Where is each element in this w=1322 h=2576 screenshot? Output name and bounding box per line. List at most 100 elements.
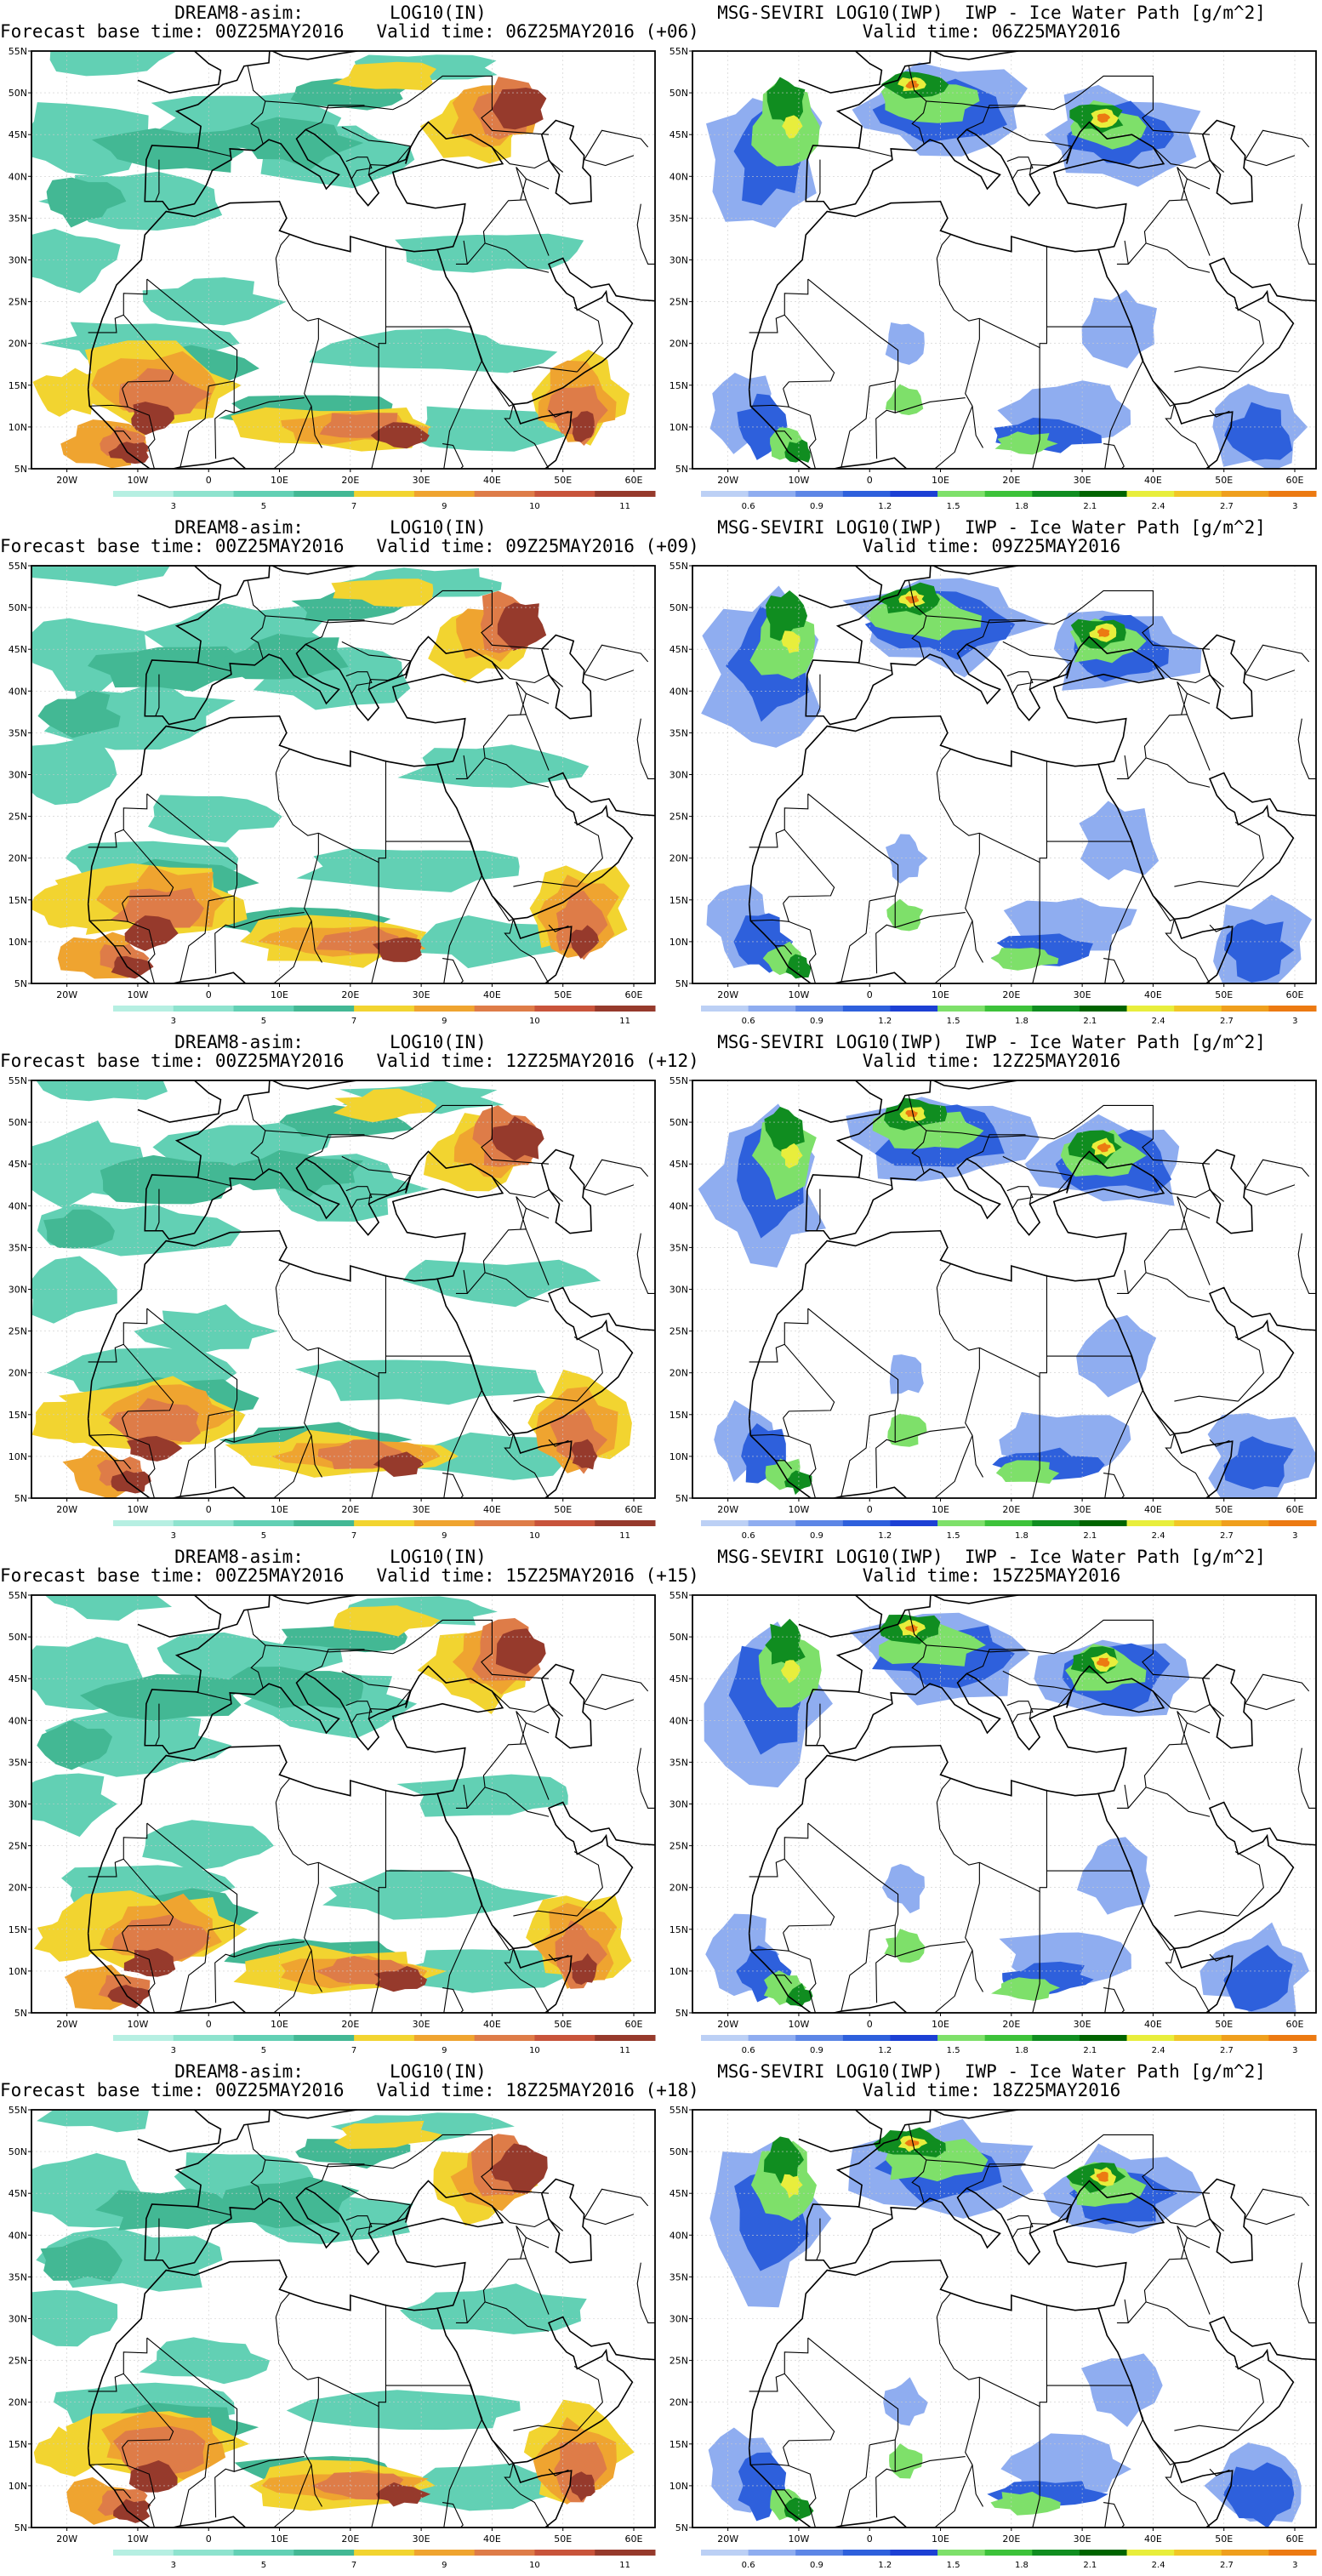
lat-tick-label: 45N bbox=[670, 2188, 688, 2199]
lat-tick-label: 15N bbox=[9, 1410, 27, 1421]
panel-subtitle: Forecast base time: 00Z25MAY2016 Valid t… bbox=[0, 21, 699, 42]
colorbar-label: 2.1 bbox=[1083, 2561, 1097, 2570]
country-borders bbox=[88, 2123, 655, 2528]
colorbar-label: 1.2 bbox=[878, 2561, 892, 2570]
field-blob bbox=[330, 2112, 515, 2144]
field-blob bbox=[127, 1436, 183, 1462]
colorbar: 3 5 7 9 10 11 bbox=[113, 491, 656, 511]
country-borders bbox=[749, 2123, 1316, 2528]
lon-tick-label: 50E bbox=[554, 2019, 572, 2030]
colorbar-swatch bbox=[474, 2550, 535, 2556]
field-blob bbox=[37, 1719, 113, 1770]
colorbar: 3 5 7 9 10 11 bbox=[113, 1520, 656, 1541]
colorbar-swatch bbox=[842, 2035, 891, 2041]
colorbar-label: 0.9 bbox=[810, 502, 823, 511]
iwp-map: 5N 10N 15N 20N 25N 30N 35N 40N 45N 50N 55N 20W 10W 0 1… bbox=[670, 2105, 1317, 2570]
colorbar-label: 0.6 bbox=[742, 2561, 755, 2570]
colorbar-swatch bbox=[595, 1006, 656, 1012]
lon-tick-label: 40E bbox=[483, 989, 501, 1000]
colorbar-swatch bbox=[937, 1006, 986, 1012]
seviri-observation-panel: 5N 10N 15N 20N 25N 30N 35N 40N 45N 50N 55N 20W 10W 0 1… bbox=[661, 1544, 1322, 2059]
lon-tick-label: 10E bbox=[932, 1504, 949, 1515]
colorbar-swatch bbox=[354, 2035, 415, 2041]
colorbar-swatch bbox=[1126, 2035, 1175, 2041]
lat-tick-label: 5N bbox=[14, 2522, 27, 2533]
field-blob bbox=[333, 1088, 437, 1123]
seviri-observation-panel: 5N 10N 15N 20N 25N 30N 35N 40N 45N 50N 55N 20W 10W 0 1… bbox=[661, 0, 1322, 515]
field-blob bbox=[884, 1928, 926, 1963]
lon-tick-label: 60E bbox=[625, 2533, 643, 2545]
grid-lines bbox=[692, 1080, 1316, 1498]
colorbar-swatch bbox=[1268, 1006, 1317, 1012]
colorbar-swatch bbox=[1079, 491, 1128, 497]
colorbar-swatch bbox=[293, 2035, 355, 2041]
colorbar-swatch bbox=[701, 1006, 749, 1012]
lat-tick-label: 5N bbox=[675, 978, 688, 989]
lat-tick-label: 55N bbox=[9, 1075, 27, 1086]
colorbar-swatch bbox=[984, 1520, 1033, 1526]
colorbar-swatch bbox=[1221, 491, 1269, 497]
field-blob bbox=[995, 1460, 1060, 1485]
lat-tick-label: 50N bbox=[670, 88, 688, 99]
lon-tick-label: 10E bbox=[271, 475, 288, 486]
lat-tick-label: 10N bbox=[9, 2481, 27, 2492]
colorbar-swatch bbox=[1174, 1520, 1222, 1526]
lon-tick-label: 0 bbox=[867, 475, 873, 486]
colorbar-swatch bbox=[293, 2550, 355, 2556]
lat-tick-label: 40N bbox=[9, 686, 27, 697]
lon-tick-label: 60E bbox=[1286, 2533, 1304, 2545]
colorbar: 0.6 0.9 1.2 1.5 1.8 2.1 2.4 2.7 3 bbox=[701, 1006, 1317, 1026]
colorbar-label: 11 bbox=[619, 502, 630, 511]
lon-tick-label: 10W bbox=[789, 2019, 810, 2030]
field-blob bbox=[113, 2499, 151, 2523]
field-blob bbox=[765, 1618, 806, 1665]
colorbar-swatch bbox=[890, 1520, 938, 1526]
field-blob bbox=[100, 1154, 250, 1205]
colorbar-swatch bbox=[795, 1520, 844, 1526]
lon-tick-label: 30E bbox=[413, 475, 430, 486]
colorbar-label: 1.5 bbox=[947, 502, 960, 511]
lat-tick-label: 45N bbox=[670, 644, 688, 655]
colorbar-swatch bbox=[113, 2035, 174, 2041]
colorbar-swatch bbox=[1079, 2550, 1128, 2556]
lon-tick-label: 10W bbox=[789, 2533, 810, 2545]
lat-tick-label: 20N bbox=[670, 853, 688, 864]
field-blob bbox=[332, 61, 437, 91]
colorbar-label: 7 bbox=[351, 1017, 356, 1026]
colorbar-swatch bbox=[984, 2550, 1033, 2556]
field-blob bbox=[223, 633, 349, 680]
lat-tick-label: 35N bbox=[9, 1242, 27, 1253]
lat-tick-label: 20N bbox=[9, 339, 27, 350]
field-blob bbox=[1097, 1657, 1110, 1667]
field-blob bbox=[393, 1949, 585, 1993]
colorbar-label: 11 bbox=[619, 1531, 630, 1541]
lon-tick-label: 60E bbox=[625, 989, 643, 1000]
field-blob bbox=[148, 795, 282, 843]
lat-tick-label: 55N bbox=[670, 46, 688, 57]
colorbar-swatch bbox=[413, 2035, 476, 2041]
colorbar-swatch bbox=[474, 491, 535, 497]
field-blob bbox=[394, 2463, 565, 2511]
lon-tick-label: 10W bbox=[789, 989, 810, 1000]
lon-tick-label: 10W bbox=[128, 2533, 149, 2545]
colorbar-swatch bbox=[534, 2550, 595, 2556]
colorbar-swatch bbox=[474, 1520, 535, 1526]
colorbar-label: 3 bbox=[1292, 502, 1297, 511]
colorbar-swatch bbox=[1174, 491, 1222, 497]
field-blob bbox=[766, 590, 808, 641]
lon-tick-label: 20W bbox=[717, 475, 738, 486]
lat-tick-label: 45N bbox=[670, 1673, 688, 1684]
grid-lines bbox=[31, 1080, 655, 1498]
colorbar-label: 2.7 bbox=[1220, 1531, 1234, 1541]
colorbar-swatch bbox=[354, 1006, 415, 1012]
lon-tick-label: 60E bbox=[625, 1504, 643, 1515]
lat-tick-label: 40N bbox=[9, 2230, 27, 2241]
lat-tick-label: 10N bbox=[670, 1966, 688, 1977]
field-blob bbox=[373, 1966, 428, 1992]
colorbar-swatch bbox=[354, 491, 415, 497]
colorbar-label: 0.9 bbox=[810, 1017, 823, 1026]
field-blob bbox=[88, 646, 266, 692]
colorbar-swatch bbox=[413, 491, 476, 497]
lat-tick-label: 15N bbox=[670, 895, 688, 906]
colorbar-swatch bbox=[1221, 2035, 1269, 2041]
